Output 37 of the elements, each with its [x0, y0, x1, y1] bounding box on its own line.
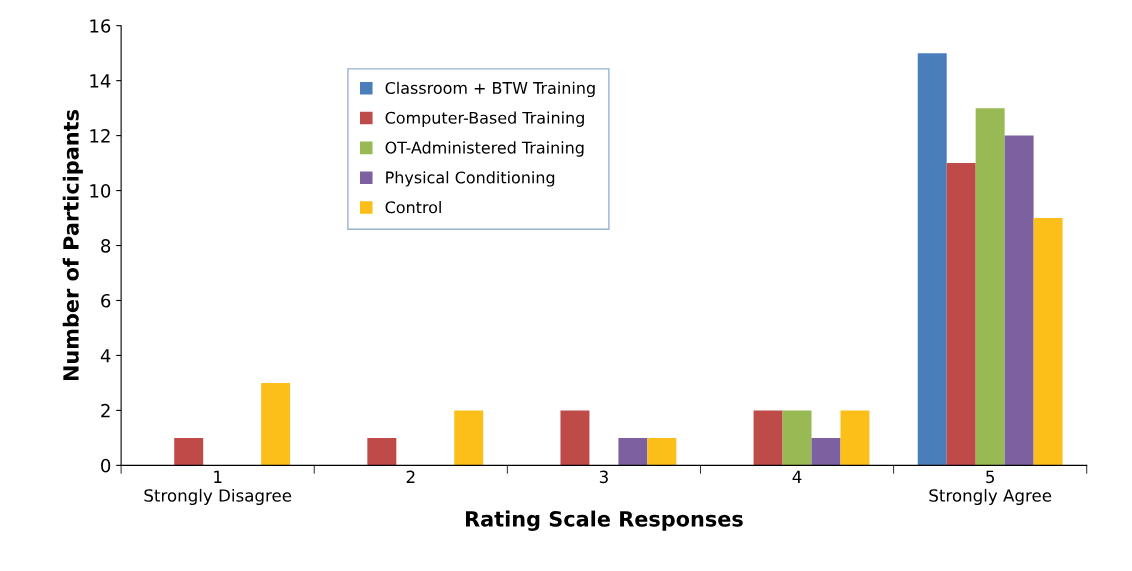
x-tick-label: 1 Strongly Disagree [144, 470, 292, 506]
bar [1033, 218, 1063, 466]
y-tick-label: 0 [101, 458, 111, 473]
bar [811, 437, 841, 466]
x-axis-title: Rating Scale Responses [465, 510, 743, 531]
bar [647, 437, 677, 466]
y-tick-label: 14 [90, 74, 111, 88]
bar [261, 382, 291, 466]
legend-label: Control [385, 200, 441, 214]
bar [782, 410, 812, 466]
x-tick-label: 3 [599, 470, 608, 484]
bar [618, 437, 648, 466]
bar [917, 53, 947, 466]
bar [454, 410, 484, 466]
y-tick-label: 4 [100, 349, 111, 363]
y-tick-label: 8 [101, 238, 111, 253]
bar [975, 108, 1005, 466]
y-axis-title: Number of Participants [62, 110, 83, 381]
y-tick-label: 6 [101, 293, 111, 308]
x-tick-label: 2 [406, 470, 415, 483]
x-tick-label: 5 Strongly Agree [929, 470, 1052, 506]
y-tick-label: 2 [101, 403, 110, 418]
y-tick-label: 10 [90, 184, 111, 198]
x-tick-label: 4 [792, 470, 802, 483]
bar [946, 163, 976, 466]
bar [1004, 135, 1034, 466]
bar [753, 410, 783, 466]
bar [367, 437, 397, 466]
bar [560, 410, 590, 466]
legend-label: Physical Conditioning [386, 171, 555, 187]
legend-label: OT-Administered Training [385, 141, 584, 157]
y-tick-label: 12 [90, 129, 110, 143]
y-tick-label: 16 [90, 19, 111, 33]
legend-label: Computer-Based Training [385, 111, 584, 127]
bar [840, 410, 870, 466]
legend-label: Classroom + BTW Training [385, 81, 595, 98]
bar [174, 437, 204, 466]
